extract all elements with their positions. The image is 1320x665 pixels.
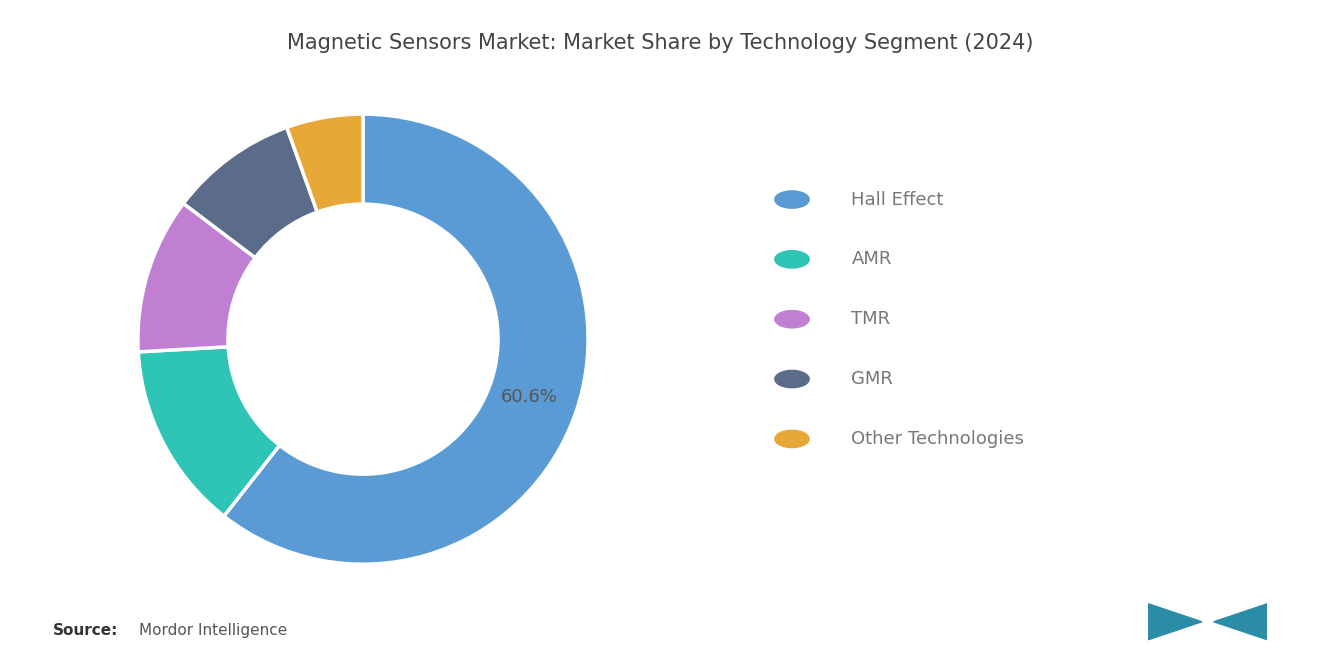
Wedge shape (286, 114, 363, 212)
Polygon shape (1148, 604, 1203, 640)
Text: Magnetic Sensors Market: Market Share by Technology Segment (2024): Magnetic Sensors Market: Market Share by… (286, 33, 1034, 53)
Wedge shape (224, 114, 589, 564)
Text: Mordor Intelligence: Mordor Intelligence (139, 623, 286, 638)
Polygon shape (1214, 604, 1267, 640)
Text: Source:: Source: (53, 623, 119, 638)
Wedge shape (183, 128, 317, 258)
Text: GMR: GMR (851, 370, 894, 388)
Text: AMR: AMR (851, 250, 892, 269)
Text: TMR: TMR (851, 310, 891, 329)
Text: Other Technologies: Other Technologies (851, 430, 1024, 448)
Wedge shape (139, 346, 280, 516)
Wedge shape (137, 203, 255, 352)
Text: 60.6%: 60.6% (500, 388, 557, 406)
Text: Hall Effect: Hall Effect (851, 190, 944, 209)
